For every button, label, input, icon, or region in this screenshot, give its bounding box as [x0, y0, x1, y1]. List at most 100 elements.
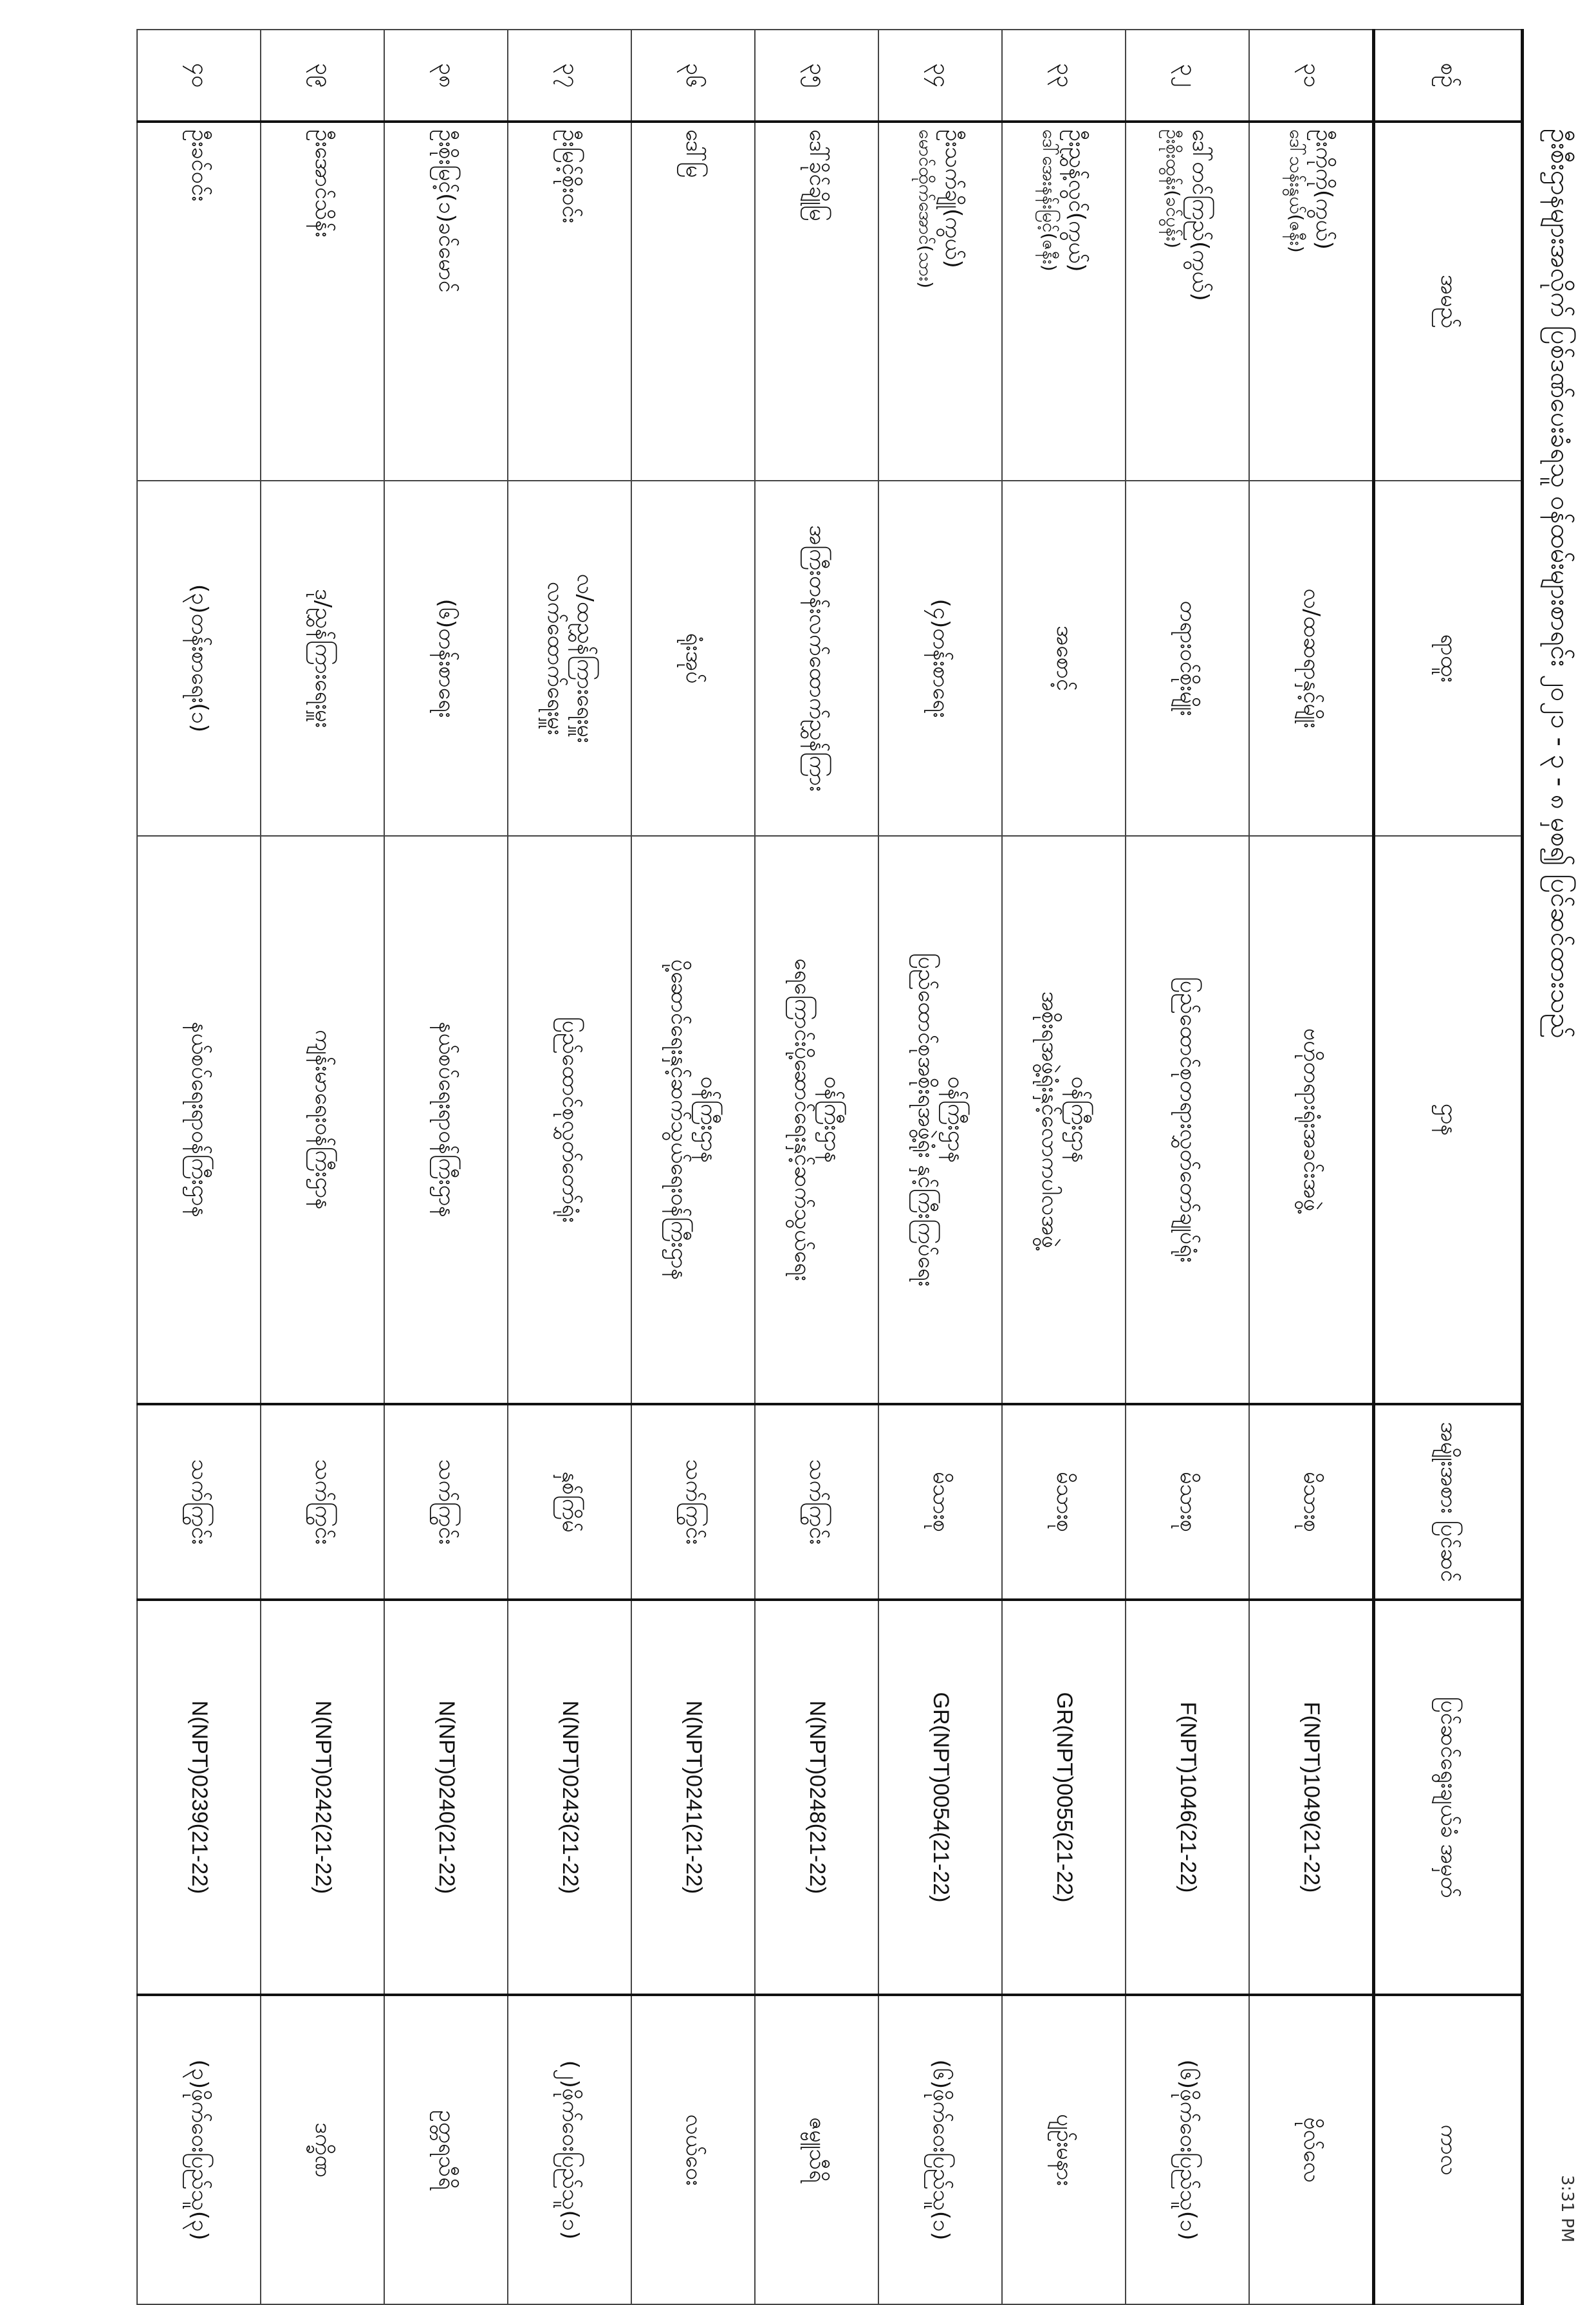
row-type-type: သက်ကြွင်း: [680, 1459, 707, 1545]
row-department: ပြည်ထောင်စုလွှတ်တော်ရုံး: [508, 836, 631, 1404]
row-region-region: ဇမ္ဗူသီရိ: [804, 2117, 830, 2183]
row-title: အကြီးတန်းလက်ထောက်ညွှန်ကြား: [755, 481, 878, 836]
row-number: ၃၉: [261, 30, 384, 122]
row-name-name: ဦးအောင်သိန်း: [310, 129, 336, 237]
row-department-dept: ဗဟိုတရားရုံးအခင်းအဖွဲ့: [1298, 1028, 1324, 1212]
row-type-type: မိသားစု: [1174, 1471, 1201, 1533]
row-region-region: ဒက္ခိဏ: [310, 2122, 336, 2178]
row-type: သက်ကြွင်း: [261, 1404, 384, 1600]
row-department-dept2: အစိုးရအဖွဲ့ရုံးနှင့်လောကပါလအဖွဲ့: [1037, 991, 1062, 1248]
row-region-region: ဗိုလ်လေ: [1298, 2117, 1324, 2183]
row-department: ဝန်ကြီးဌာန ပြည်ထောင်စုအစိုးရအဖွဲ့ရုံး နှင…: [878, 836, 1002, 1404]
row-title: (၃)တန်းစာရေး(၁): [137, 481, 261, 836]
row-number: ၃၄: [878, 30, 1002, 122]
row-number: ၃၅: [755, 30, 878, 122]
row-title-title: အစောင့်: [1051, 625, 1077, 691]
row-region-region: (၆)ဖိုက်ဝေးပြည်သူ(၁): [927, 2059, 954, 2241]
table-row: ၄၀ ဦးခင်ဝင်း (၃)တန်းစာရေး(၁) နယ်စပ်ရေးရာဝန်…: [137, 30, 261, 2304]
table-row: ၃၃ဦးညွှန့်လွင်(ကွယ်) ဒေါ်အေးနန်းမြင့်(ဇနီ…: [1002, 30, 1126, 2304]
row-region-region: ပျဉ်းမနား: [1051, 2114, 1077, 2186]
staff-table: စဉ် အမည် ရာထူး ဌာန အမျိုးအစား ပြင်ဆင် ပြ…: [136, 29, 1524, 2305]
row-type: သက်ကြွင်း: [384, 1404, 508, 1600]
row-type: မိသားစု: [1002, 1404, 1126, 1600]
row-department: ဗဟိုတရားရုံးအခင်းအဖွဲ့: [1249, 836, 1374, 1404]
row-title: တရားဝင်စိုးမျိုး: [1126, 481, 1249, 836]
row-number-no: ၄၀: [186, 62, 212, 88]
row-code: F(NPT)1049(21-22): [1249, 1600, 1374, 1995]
row-department-dept: နယ်စပ်ရေးရာဝန်ကြီးဌာန: [433, 1022, 459, 1217]
row-name: ဦးမြင့်စိုးဝင်း: [508, 122, 631, 481]
row-type: နှစ်ကြိမ်: [508, 1404, 631, 1600]
row-region-region: (၂)ဖိုက်ဝေးပြည်သူ(၁): [557, 2060, 583, 2240]
row-number-no: ၃၃: [1051, 62, 1077, 88]
row-number: ၃၁: [1249, 30, 1374, 122]
row-name-name: ဦးညွှန့်လွင်(ကွယ်): [1063, 129, 1090, 272]
row-title-title: ရုံးအုပ်: [680, 633, 707, 684]
row-type: သက်ကြွင်း: [137, 1404, 261, 1600]
row-department: ဝန်ကြီးဌာန ပို့ဆောင်ရေးနှင့်ဆက်သွယ်ရေးဝန်…: [631, 836, 755, 1404]
row-code: N(NPT)0248(21-22): [755, 1600, 878, 1995]
row-number: ၃၂: [1126, 30, 1249, 122]
header-type: အမျိုးအစား ပြင်ဆင်: [1373, 1404, 1523, 1600]
row-number-no: ၃၉: [310, 62, 336, 88]
row-code: GR(NPT)0055(21-22): [1002, 1600, 1126, 1995]
row-department: နယ်စပ်ရေးရာဝန်ကြီးဌာန: [137, 836, 261, 1404]
row-code-code: GR(NPT)0055(21-22): [1052, 1692, 1077, 1903]
row-code-code: F(NPT)1049(21-22): [1299, 1701, 1324, 1893]
row-department-dept2: ရေကြောင်းပို့ဆောင်ရေးနှင့်ဆက်သွယ်ရေး: [790, 958, 815, 1281]
row-title-title: လ/ထဆရာနှင့်မျိုး: [1298, 588, 1324, 728]
row-name: ဒေါ်မြ: [631, 122, 755, 481]
row-department-dept: နယ်စပ်ရေးရာဝန်ကြီးဌာန: [186, 1022, 212, 1217]
row-code: N(NPT)0239(21-22): [137, 1600, 261, 1995]
row-type-type: မိသားစု: [1051, 1471, 1077, 1533]
row-department: ပြည်ထောင်စုတရားလွှတ်တော်ချုပ်ရုံး: [1126, 836, 1249, 1404]
row-name-name2: မောင်ထိုက်အောင်(သား): [914, 129, 936, 289]
row-department: ဝန်ကြီးဌာန ရေကြောင်းပို့ဆောင်ရေးနှင့်ဆက်သ…: [755, 836, 878, 1404]
row-type-type: မိသားစု: [1298, 1471, 1324, 1533]
row-title-title2: လက်ထောက်ရေးမှူး: [543, 581, 568, 736]
table-row: ၃၅ ဒေါ်ခိုင်ချိုမြ အကြီးတန်းလက်ထောက်ညွှန်က…: [755, 30, 878, 2304]
row-name: ဦးကိုကို(ကွယ်) ဒေါ်သန်းနွယ်(ဇနီး): [1249, 122, 1374, 481]
table-header-row: စဉ် အမည် ရာထူး ဌာန အမျိုးအစား ပြင်ဆင် ပြ…: [1373, 30, 1523, 2304]
row-number: ၃၃: [1002, 30, 1126, 122]
row-type-type: သက်ကြွင်း: [804, 1459, 830, 1545]
row-code: N(NPT)0243(21-22): [508, 1600, 631, 1995]
row-region-region: (၃)ဖိုက်ဝေးပြည်သူ(၃): [186, 2059, 212, 2241]
row-region-region: ဥတ္တရသီရိ: [433, 2110, 459, 2190]
row-code: N(NPT)0242(21-22): [261, 1600, 384, 1995]
row-title-title: (၆)တန်းစာရေး: [433, 598, 459, 718]
row-code-code: N(NPT)0239(21-22): [187, 1700, 212, 1894]
table-row: ၃၇ ဦးမြင့်စိုးဝင်း လ/ထညွှန်ကြားရေးမှူး လက်ထ…: [508, 30, 631, 2304]
row-code: F(NPT)1046(21-22): [1126, 1600, 1249, 1995]
row-code-code: N(NPT)0242(21-22): [310, 1700, 335, 1894]
row-title: အစောင့်: [1002, 481, 1126, 836]
row-number-no: ၃၇: [557, 62, 583, 88]
table-row: ၃၉ဦးအောင်သိန်းဒု/ညွှန်ကြားရေးမှူး ကျန်းမာ…: [261, 30, 384, 2304]
table-row: ၃၆ ဒေါ်မြရုံးအုပ်ဝန်ကြီးဌာန ပို့ဆောင်ရေးနှ…: [631, 30, 755, 2304]
row-code-code: N(NPT)0248(21-22): [804, 1700, 830, 1894]
row-number: ၃၆: [631, 30, 755, 122]
row-name-name2: ဦးစိုးထွန်း(ခင်ပွန်း): [1162, 129, 1183, 248]
row-name: ဦးသက်ချို(ကွယ်) မောင်ထိုက်အောင်(သား): [878, 122, 1002, 481]
row-name: ဒေါ်တင်ကြည်(ကွယ်) ဦးစိုးထွန်း(ခင်ပွန်း): [1126, 122, 1249, 481]
rotated-document-page: ဦးစီးဌာနများအလိုက် ပြစ်ဒဏ်ပေးခံရသူ ဝန်ထမ…: [137, 30, 1577, 2304]
row-number-no: ၃၂: [1174, 64, 1201, 87]
row-number: ၄၀: [137, 30, 261, 122]
row-title-title: တရားဝင်စိုးမျိုး: [1174, 600, 1201, 716]
row-department: ကျန်းမာရေးဝန်ကြီးဌာန: [261, 836, 384, 1404]
row-type: မိသားစု: [878, 1404, 1002, 1600]
row-name: ဦးအောင်သိန်း: [261, 122, 384, 481]
row-code-code: N(NPT)0240(21-22): [434, 1700, 459, 1894]
row-region: ဇမ္ဗူသီရိ: [755, 1995, 878, 2304]
table-row: ၃၁ဦးကိုကို(ကွယ်) ဒေါ်သန်းနွယ်(ဇနီး) လ/ထဆရာ…: [1249, 30, 1374, 2304]
row-region: ဗိုလ်လေ: [1249, 1995, 1374, 2304]
row-region-region: (၆)ဖိုက်ဝေးပြည်သူ(၁): [1174, 2059, 1201, 2241]
row-title: ဒု/ညွှန်ကြားရေးမှူး: [261, 481, 384, 836]
row-number-no: ၃၁: [1298, 62, 1324, 88]
row-region-region: လယ်ဝေး: [680, 2114, 707, 2186]
row-type: မိသားစု: [1249, 1404, 1374, 1600]
row-type-type: နှစ်ကြိမ်: [557, 1471, 583, 1533]
row-name: ဦးညွှန့်လွင်(ကွယ်) ဒေါ်အေးနန်းမြင့်(ဇနီး): [1002, 122, 1126, 481]
row-title-title: (၃)တန်းစာရေး(၁): [186, 584, 212, 733]
row-department-dept: ပြည်ထောင်စုတရားလွှတ်တော်ချုပ်ရုံး: [1174, 977, 1201, 1263]
